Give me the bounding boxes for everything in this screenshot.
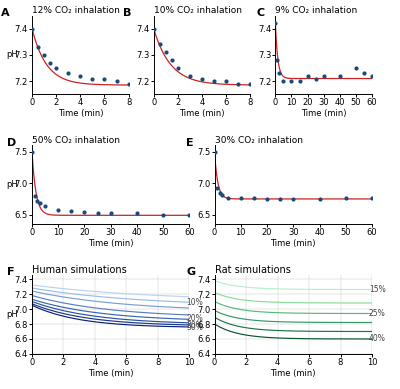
Y-axis label: pH: pH <box>6 180 18 189</box>
Point <box>216 189 223 196</box>
Text: 40%: 40% <box>369 334 386 343</box>
Point <box>238 195 244 202</box>
Point <box>175 65 181 71</box>
Text: A: A <box>1 8 10 18</box>
Text: Rat simulations: Rat simulations <box>214 265 290 275</box>
Point <box>235 81 242 87</box>
Point <box>296 78 303 84</box>
Point <box>199 75 205 82</box>
Point <box>247 81 254 87</box>
Point <box>89 75 96 82</box>
Point <box>29 149 35 155</box>
Text: 50% CO₂ inhalation: 50% CO₂ inhalation <box>32 136 120 145</box>
Point <box>251 195 257 202</box>
Point <box>134 210 140 217</box>
Point <box>211 149 218 155</box>
Text: 20%: 20% <box>186 314 203 323</box>
Text: 12% CO₂ inhalation: 12% CO₂ inhalation <box>32 6 120 15</box>
Point <box>53 65 59 71</box>
Point <box>211 78 217 84</box>
Point <box>274 57 280 63</box>
Text: E: E <box>186 138 194 147</box>
Text: C: C <box>256 8 264 18</box>
Point <box>29 26 35 32</box>
Point <box>214 185 220 191</box>
Text: 10%: 10% <box>186 298 203 307</box>
X-axis label: Time (min): Time (min) <box>270 368 316 378</box>
Point <box>150 26 157 32</box>
Point <box>342 195 349 202</box>
Text: Human simulations: Human simulations <box>32 265 127 275</box>
Text: 30% CO₂ inhalation: 30% CO₂ inhalation <box>214 136 302 145</box>
Point <box>316 196 323 202</box>
Point <box>290 196 296 202</box>
X-axis label: Time (min): Time (min) <box>301 109 346 118</box>
Point <box>275 70 282 76</box>
Point <box>35 44 41 50</box>
Point <box>187 73 193 79</box>
Point <box>277 196 283 202</box>
Point <box>304 73 311 79</box>
Point <box>223 78 229 84</box>
Point <box>219 192 226 198</box>
Text: 30%: 30% <box>186 321 203 329</box>
Point <box>156 41 163 47</box>
Point <box>272 20 278 26</box>
Point <box>101 75 108 82</box>
X-axis label: Time (min): Time (min) <box>270 239 316 248</box>
X-axis label: Time (min): Time (min) <box>88 239 134 248</box>
Text: G: G <box>186 267 195 277</box>
Point <box>369 195 375 202</box>
Y-axis label: pH: pH <box>6 310 18 319</box>
Point <box>47 60 53 66</box>
Point <box>369 73 375 79</box>
Text: 15%: 15% <box>369 285 386 294</box>
Point <box>288 78 295 84</box>
Point <box>32 193 38 199</box>
Point <box>126 81 132 87</box>
Y-axis label: pH: pH <box>6 51 18 60</box>
Point <box>312 75 319 82</box>
X-axis label: Time (min): Time (min) <box>179 109 225 118</box>
Point <box>280 78 287 84</box>
Point <box>353 65 359 71</box>
Text: 9% CO₂ inhalation: 9% CO₂ inhalation <box>275 6 358 15</box>
Point <box>94 210 101 216</box>
Point <box>320 73 327 79</box>
Point <box>42 203 48 210</box>
Point <box>162 49 169 55</box>
Point <box>34 198 40 204</box>
Point <box>113 78 120 84</box>
Text: F: F <box>7 267 14 277</box>
Point <box>336 73 343 79</box>
Point <box>65 70 72 76</box>
Point <box>160 212 166 218</box>
Text: D: D <box>7 138 16 147</box>
Point <box>169 57 175 63</box>
Text: 50%: 50% <box>186 323 203 333</box>
Point <box>68 208 74 214</box>
Point <box>55 207 62 213</box>
Point <box>41 52 47 58</box>
Point <box>264 196 270 202</box>
Text: B: B <box>123 8 131 18</box>
X-axis label: Time (min): Time (min) <box>58 109 103 118</box>
Point <box>77 73 84 79</box>
Point <box>108 210 114 217</box>
X-axis label: Time (min): Time (min) <box>88 368 134 378</box>
Point <box>224 194 231 201</box>
Point <box>186 212 193 218</box>
Point <box>37 200 43 207</box>
Point <box>81 209 88 215</box>
Text: 25%: 25% <box>369 308 386 318</box>
Point <box>361 70 367 76</box>
Text: 10% CO₂ inhalation: 10% CO₂ inhalation <box>154 6 242 15</box>
